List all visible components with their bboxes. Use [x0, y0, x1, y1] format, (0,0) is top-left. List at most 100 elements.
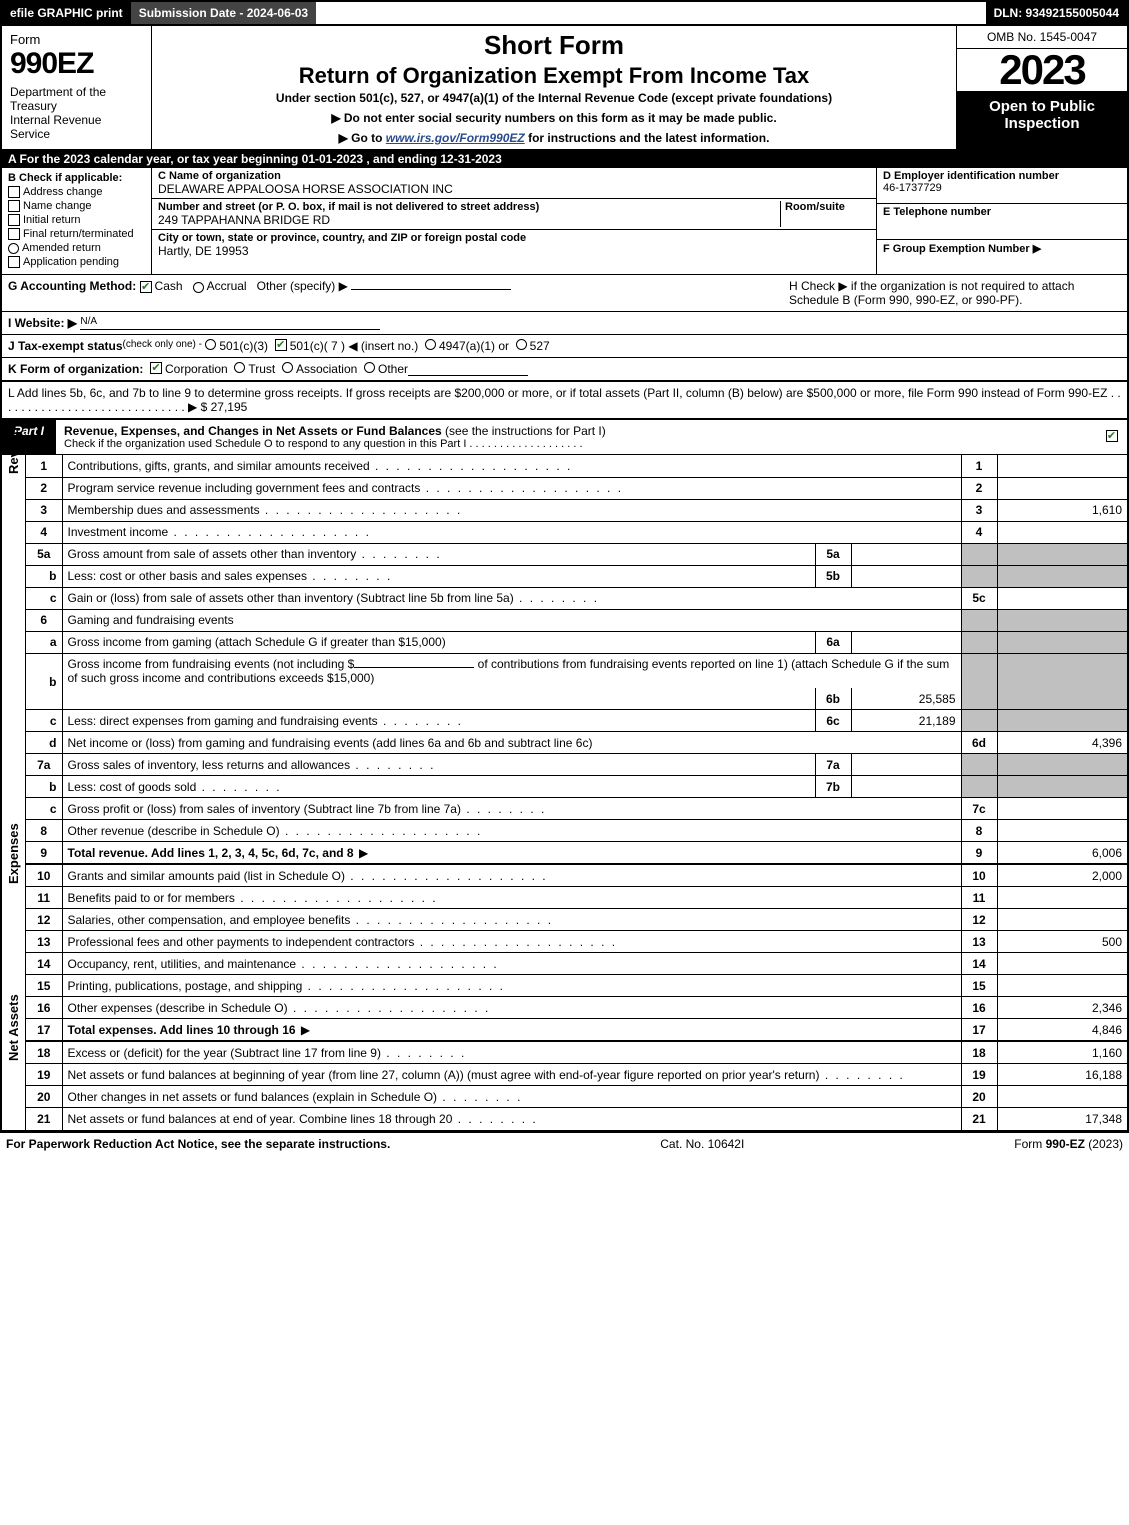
expenses-wrap: Expenses 10Grants and similar amounts pa… — [0, 865, 1129, 1042]
form-header: Form 990EZ Department of the Treasury In… — [0, 26, 1129, 150]
j-o2: 501(c)( 7 ) ◀ (insert no.) — [290, 339, 419, 353]
line-6c: cLess: direct expenses from gaming and f… — [26, 710, 1127, 732]
line-12: 12Salaries, other compensation, and empl… — [26, 909, 1127, 931]
line-9: 9Total revenue. Add lines 1, 2, 3, 4, 5c… — [26, 842, 1127, 864]
org-name-sect: C Name of organization DELAWARE APPALOOS… — [152, 168, 876, 199]
line-6b: bGross income from fundraising events (n… — [26, 653, 1127, 688]
chk-trust[interactable] — [234, 362, 245, 373]
line-10: 10Grants and similar amounts paid (list … — [26, 865, 1127, 887]
line-16: 16Other expenses (describe in Schedule O… — [26, 997, 1127, 1019]
part-i-desc: Revenue, Expenses, and Changes in Net As… — [56, 420, 1099, 454]
tel-lbl: E Telephone number — [883, 206, 991, 218]
line-7c: cGross profit or (loss) from sales of in… — [26, 798, 1127, 820]
line-5a: 5aGross amount from sale of assets other… — [26, 543, 1127, 565]
chk-assoc[interactable] — [282, 362, 293, 373]
chk-amended[interactable]: Amended return — [8, 242, 145, 254]
line-8: 8Other revenue (describe in Schedule O)8 — [26, 820, 1127, 842]
city-sect: City or town, state or province, country… — [152, 230, 876, 260]
website-val: N/A — [80, 316, 380, 330]
open-inspection: Open to Public Inspection — [957, 92, 1127, 149]
line-6: 6Gaming and fundraising events — [26, 609, 1127, 631]
grp-lbl: F Group Exemption Number ▶ — [883, 243, 1041, 255]
i-label: I Website: ▶ — [8, 316, 77, 330]
line-6a: aGross income from gaming (attach Schedu… — [26, 631, 1127, 653]
chk-501c3[interactable] — [205, 339, 216, 350]
topbar-spacer — [316, 2, 985, 24]
chk-527[interactable] — [516, 339, 527, 350]
addr-lbl: Number and street (or P. O. box, if mail… — [158, 201, 539, 213]
irs-link[interactable]: www.irs.gov/Form990EZ — [386, 131, 525, 145]
part-i-title-sub: (see the instructions for Part I) — [445, 424, 606, 438]
header-left: Form 990EZ Department of the Treasury In… — [2, 26, 152, 149]
title-return: Return of Organization Exempt From Incom… — [160, 63, 948, 89]
chk-corp[interactable] — [150, 362, 162, 374]
row-i: I Website: ▶ N/A — [0, 312, 1129, 335]
k-o2: Trust — [248, 362, 275, 376]
ein-lbl: D Employer identification number — [883, 170, 1059, 182]
chk-pending[interactable]: Application pending — [8, 256, 145, 268]
line-6d: dNet income or (loss) from gaming and fu… — [26, 732, 1127, 754]
form-number: 990EZ — [10, 47, 143, 81]
subtitle: Under section 501(c), 527, or 4947(a)(1)… — [160, 91, 948, 105]
box-b: B Check if applicable: Address change Na… — [2, 168, 152, 274]
k-label: K Form of organization: — [8, 362, 143, 376]
chk-other-org[interactable] — [364, 362, 375, 373]
efile-label[interactable]: efile GRAPHIC print — [2, 2, 131, 24]
revenue-wrap: Revenue 1Contributions, gifts, grants, a… — [0, 455, 1129, 865]
note-goto: ▶ Go to www.irs.gov/Form990EZ for instru… — [160, 131, 948, 145]
revenue-table: 1Contributions, gifts, grants, and simil… — [26, 455, 1127, 865]
ein-sect: D Employer identification number 46-1737… — [877, 168, 1127, 204]
line-17: 17Total expenses. Add lines 10 through 1… — [26, 1019, 1127, 1041]
footer-right: Form 990-EZ (2023) — [1014, 1137, 1123, 1151]
netassets-table: 18Excess or (deficit) for the year (Subt… — [26, 1042, 1127, 1130]
line-15: 15Printing, publications, postage, and s… — [26, 975, 1127, 997]
page-footer: For Paperwork Reduction Act Notice, see … — [0, 1132, 1129, 1155]
dept-label: Department of the Treasury Internal Reve… — [10, 85, 143, 141]
line-11: 11Benefits paid to or for members11 — [26, 887, 1127, 909]
line-20: 20Other changes in net assets or fund ba… — [26, 1086, 1127, 1108]
note-ssn: ▶ Do not enter social security numbers o… — [160, 111, 948, 125]
chk-501c[interactable] — [275, 339, 287, 351]
row-l: L Add lines 5b, 6c, and 7b to line 9 to … — [0, 381, 1129, 420]
info-block: B Check if applicable: Address change Na… — [0, 168, 1129, 275]
room-lbl: Room/suite — [785, 201, 845, 213]
chk-4947[interactable] — [425, 339, 436, 350]
j-o4: 527 — [530, 339, 550, 353]
org-name: DELAWARE APPALOOSA HORSE ASSOCIATION INC — [158, 182, 453, 196]
addr-val: 249 TAPPAHANNA BRIDGE RD — [158, 213, 330, 227]
chk-accrual[interactable] — [193, 282, 204, 293]
box-def: D Employer identification number 46-1737… — [877, 168, 1127, 274]
j-o3: 4947(a)(1) or — [439, 339, 509, 353]
revenue-sidebar: Revenue — [2, 455, 26, 865]
org-name-lbl: C Name of organization — [158, 170, 281, 182]
part-i-check-note: Check if the organization used Schedule … — [64, 438, 1091, 450]
tax-year: 2023 — [957, 49, 1127, 92]
chk-final[interactable]: Final return/terminated — [8, 228, 145, 240]
k-o1: Corporation — [165, 362, 228, 376]
chk-initial[interactable]: Initial return — [8, 214, 145, 226]
footer-mid: Cat. No. 10642I — [660, 1137, 744, 1151]
other-line — [351, 289, 511, 290]
part-i-title: Revenue, Expenses, and Changes in Net As… — [64, 424, 442, 438]
line-2: 2Program service revenue including gover… — [26, 477, 1127, 499]
top-bar: efile GRAPHIC print Submission Date - 20… — [0, 0, 1129, 26]
box-h: H Check ▶ if the organization is not req… — [781, 279, 1121, 307]
line-5c: cGain or (loss) from sale of assets othe… — [26, 587, 1127, 609]
chk-name[interactable]: Name change — [8, 200, 145, 212]
chk-cash[interactable] — [140, 281, 152, 293]
addr-sect: Number and street (or P. O. box, if mail… — [152, 199, 876, 230]
box-b-label: B Check if applicable: — [8, 172, 145, 184]
part-i-endcheck[interactable] — [1099, 420, 1127, 454]
line-7a: 7aGross sales of inventory, less returns… — [26, 754, 1127, 776]
g-label: G Accounting Method: — [8, 279, 136, 293]
line-18: 18Excess or (deficit) for the year (Subt… — [26, 1042, 1127, 1064]
line-21: 21Net assets or fund balances at end of … — [26, 1108, 1127, 1130]
header-mid: Short Form Return of Organization Exempt… — [152, 26, 957, 149]
ein-val: 46-1737729 — [883, 182, 942, 194]
row-a-tax-year: A For the 2023 calendar year, or tax yea… — [0, 150, 1129, 168]
goto-pre: ▶ Go to — [339, 131, 386, 145]
header-right: OMB No. 1545-0047 2023 Open to Public In… — [957, 26, 1127, 149]
netassets-sidebar: Net Assets — [2, 1042, 26, 1130]
k-other-line — [408, 362, 528, 376]
chk-address[interactable]: Address change — [8, 186, 145, 198]
